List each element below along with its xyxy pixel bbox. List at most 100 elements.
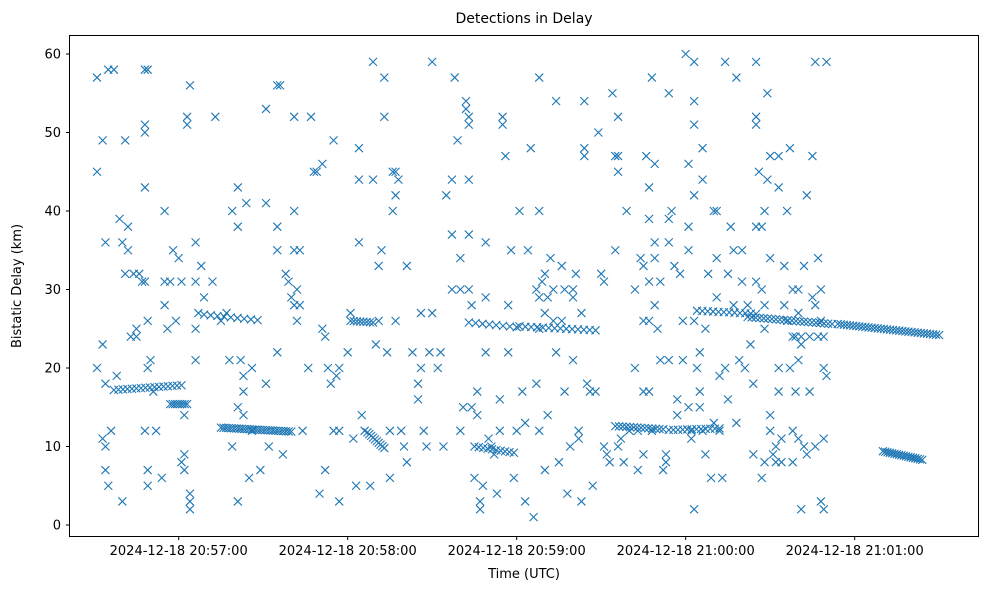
data-point (239, 371, 248, 381)
data-point (639, 261, 648, 271)
data-point (481, 347, 491, 357)
data-point (822, 57, 831, 67)
data-point (255, 465, 265, 475)
data-point (684, 245, 693, 255)
data-point (675, 269, 685, 279)
data-point (689, 316, 699, 326)
data-point (146, 355, 155, 365)
data-point (548, 285, 558, 294)
data-point (808, 292, 817, 302)
data-point (819, 434, 829, 444)
data-point (498, 120, 507, 130)
data-point (289, 112, 299, 122)
data-point (726, 222, 736, 232)
data-point (368, 175, 378, 184)
data-point (819, 504, 829, 514)
data-point (803, 317, 813, 327)
data-point (625, 422, 635, 432)
data-point (174, 253, 184, 263)
data-point (720, 363, 730, 373)
data-point (112, 371, 122, 381)
data-point (723, 269, 733, 279)
data-point (520, 418, 530, 428)
data-point (540, 269, 550, 279)
data-point (315, 489, 324, 498)
data-point (619, 457, 629, 467)
data-point (613, 167, 623, 177)
data-point (134, 269, 144, 279)
data-point (661, 449, 671, 459)
data-point (208, 277, 217, 287)
data-point (686, 434, 696, 444)
data-point (332, 371, 341, 381)
data-point (227, 206, 237, 216)
data-point (613, 442, 623, 451)
data-point (298, 426, 308, 436)
data-point (281, 269, 291, 279)
data-point (505, 322, 515, 331)
data-point (807, 317, 817, 327)
data-point (610, 245, 620, 255)
data-point (557, 316, 567, 326)
data-point (565, 442, 575, 451)
data-point (503, 300, 513, 310)
y-tick-label: 40 (44, 205, 61, 220)
data-point (610, 151, 620, 161)
data-point (793, 355, 803, 365)
data-point (816, 285, 826, 294)
data-point (261, 104, 271, 114)
data-point (647, 424, 657, 433)
data-point (177, 277, 186, 287)
data-point (163, 324, 172, 334)
data-point (306, 112, 316, 122)
data-point (450, 73, 460, 82)
data-point (647, 73, 657, 82)
data-point (402, 457, 412, 467)
data-point (123, 245, 133, 255)
data-point (796, 504, 806, 514)
data-point (467, 402, 477, 412)
data-point (377, 245, 386, 255)
data-point (777, 434, 786, 444)
data-point (678, 355, 688, 365)
data-point (143, 465, 153, 475)
data-point (554, 457, 564, 467)
data-point (695, 347, 705, 357)
data-point (379, 443, 389, 453)
data-point (546, 253, 555, 263)
data-point (712, 253, 722, 263)
data-point (579, 96, 589, 106)
data-point (354, 175, 364, 184)
data-point (737, 277, 747, 287)
data-point (785, 363, 795, 373)
data-point (509, 448, 519, 458)
data-point (140, 183, 150, 192)
data-point (672, 395, 682, 404)
data-point (396, 426, 406, 436)
data-point (115, 214, 124, 224)
data-point (568, 292, 578, 302)
data-point (639, 449, 648, 459)
data-point (791, 316, 801, 326)
data-point (264, 442, 274, 451)
data-point (644, 277, 654, 287)
data-point (689, 57, 699, 67)
data-point (672, 410, 682, 420)
data-point (180, 399, 190, 409)
data-point (681, 49, 691, 59)
data-point (791, 387, 800, 396)
data-point (759, 313, 769, 323)
data-point (455, 253, 465, 263)
data-point (323, 363, 333, 373)
data-point (481, 238, 491, 247)
data-point (684, 159, 693, 169)
data-point (194, 308, 203, 318)
data-point (605, 457, 615, 467)
data-point (424, 347, 434, 357)
data-point (593, 128, 603, 137)
data-point (692, 363, 702, 373)
data-point (472, 410, 482, 420)
data-point (98, 434, 108, 444)
data-point (551, 347, 561, 357)
data-point (915, 454, 925, 464)
